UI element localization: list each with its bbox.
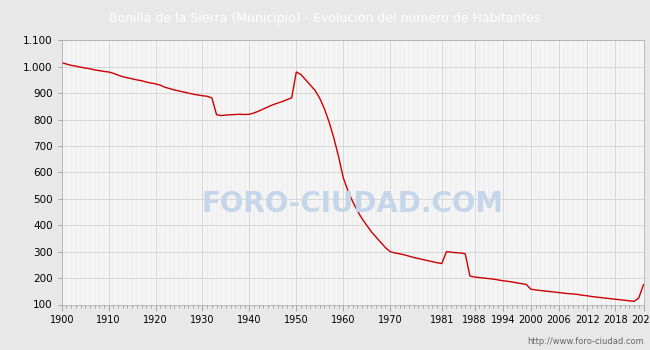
Text: Bonilla de la Sierra (Municipio) - Evolucion del numero de Habitantes: Bonilla de la Sierra (Municipio) - Evolu… [109, 12, 541, 25]
Text: http://www.foro-ciudad.com: http://www.foro-ciudad.com [526, 337, 644, 346]
Text: FORO-CIUDAD.COM: FORO-CIUDAD.COM [202, 190, 504, 218]
